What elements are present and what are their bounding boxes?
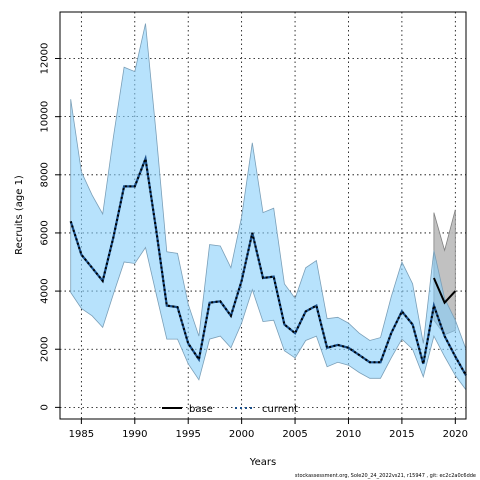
y-tick-label: 8000: [40, 162, 51, 187]
legend-base-label: base: [189, 404, 213, 415]
x-tick-label: 2015: [389, 429, 414, 440]
legend: base current: [162, 404, 298, 415]
base-series-line: [432, 277, 457, 305]
x-tick-label: 2010: [336, 429, 361, 440]
current-confidence-band: [70, 23, 467, 392]
y-tick-label: 2000: [40, 337, 51, 362]
confidence-bands: [70, 23, 467, 392]
y-tick-label: 10000: [40, 101, 51, 133]
x-axis-title: Years: [249, 457, 276, 468]
x-tick-label: 1985: [69, 429, 94, 440]
x-tick-label: 1990: [122, 429, 147, 440]
plot-frame: [59, 11, 467, 420]
y-tick-label: 0: [40, 404, 51, 410]
x-tick-label: 2020: [443, 429, 468, 440]
footnote: stockassessment.org, Sole20_24_2022vs21,…: [295, 473, 476, 479]
x-tick-label: 2000: [229, 429, 254, 440]
x-tick-label: 2005: [282, 429, 307, 440]
series-lines: [69, 154, 467, 376]
current-series-line: [69, 154, 467, 376]
x-tick-label: 1995: [175, 429, 200, 440]
y-tick-label: 6000: [40, 220, 51, 245]
y-tick-label: 4000: [40, 278, 51, 303]
legend-current-label: current: [262, 404, 298, 415]
y-axis-title: Recruits (age 1): [14, 175, 25, 255]
y-tick-label: 12000: [40, 43, 51, 75]
axes: 1985 1990 1995 2000 2005 2010 2015 2020 0 2000 400…: [40, 43, 469, 440]
